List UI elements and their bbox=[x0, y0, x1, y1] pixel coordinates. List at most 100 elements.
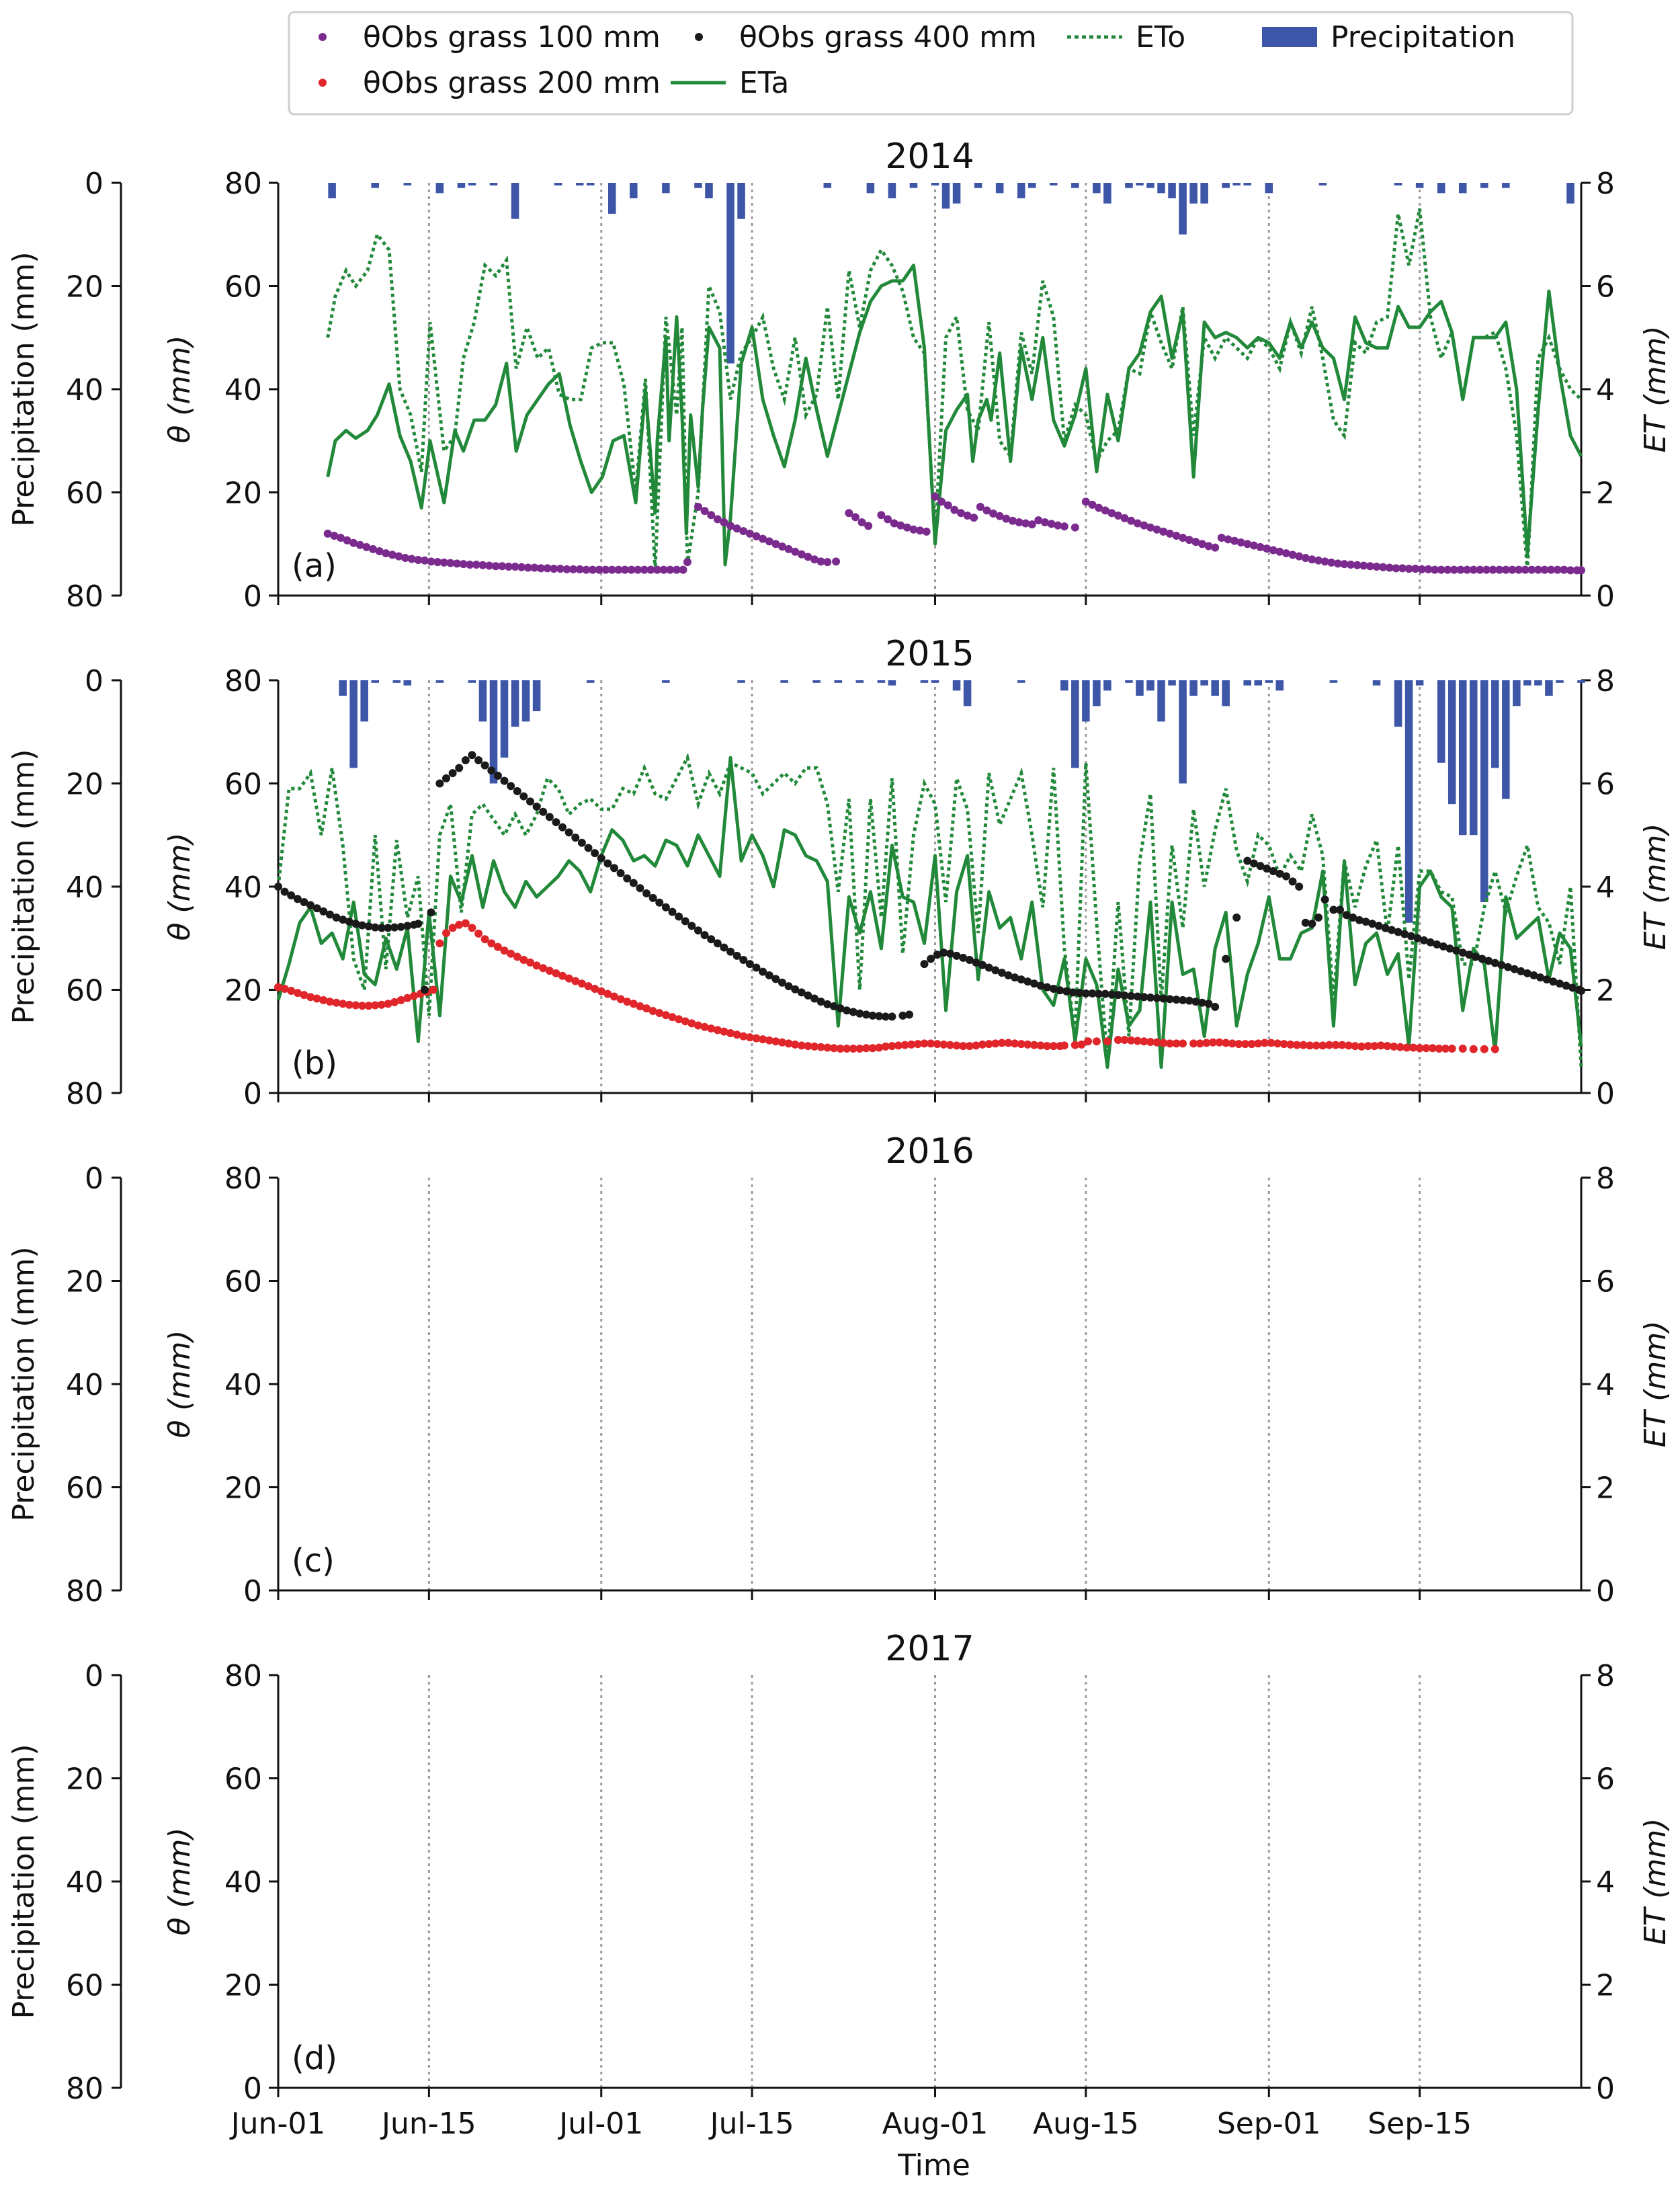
precip-bar bbox=[1136, 183, 1144, 186]
theta-point bbox=[1060, 1041, 1068, 1050]
theta-point bbox=[403, 994, 412, 1002]
theta-point bbox=[875, 1012, 884, 1020]
theta-point bbox=[369, 544, 378, 553]
legend-item-p200: θObs grass 200 mm bbox=[319, 66, 661, 100]
x-tick-label: Jun-15 bbox=[380, 2107, 476, 2141]
theta-point bbox=[965, 955, 974, 964]
theta-point bbox=[1368, 920, 1377, 928]
theta-point bbox=[864, 522, 873, 530]
precip-bar bbox=[1222, 680, 1230, 706]
theta-point bbox=[427, 908, 435, 917]
precip-tick-label: 60 bbox=[66, 974, 103, 1008]
theta-point bbox=[1224, 535, 1232, 544]
precip-tick-label: 40 bbox=[66, 1368, 103, 1402]
theta-point bbox=[700, 931, 709, 940]
theta-point bbox=[1497, 961, 1506, 969]
precip-tick-label: 40 bbox=[66, 1865, 103, 1900]
theta-point bbox=[312, 904, 321, 913]
theta-point bbox=[339, 916, 347, 924]
theta-point bbox=[1030, 1041, 1038, 1049]
theta-point bbox=[343, 536, 351, 544]
theta-point bbox=[487, 939, 496, 948]
theta-point bbox=[1301, 918, 1310, 927]
theta-point bbox=[1308, 920, 1316, 928]
theta-point bbox=[377, 924, 386, 932]
theta-point bbox=[778, 978, 786, 987]
theta-point bbox=[784, 982, 793, 991]
theta-tick-label: 80 bbox=[224, 1659, 262, 1693]
theta-point bbox=[330, 531, 339, 540]
theta-point bbox=[982, 506, 991, 515]
x-tick-label: Aug-15 bbox=[1033, 2107, 1139, 2141]
theta-point bbox=[1547, 565, 1556, 574]
theta-point bbox=[920, 1039, 929, 1048]
precip-bar bbox=[500, 680, 509, 758]
theta-tick-label: 80 bbox=[224, 167, 262, 201]
theta-point bbox=[752, 963, 761, 972]
theta-point bbox=[804, 1042, 812, 1051]
panel-tag: (a) bbox=[292, 547, 337, 585]
legend-label-eto: ETo bbox=[1136, 20, 1185, 54]
precip-bar bbox=[1534, 680, 1542, 686]
precip-bar bbox=[1523, 680, 1531, 686]
theta-point bbox=[1392, 564, 1400, 573]
theta-point bbox=[1288, 551, 1297, 559]
theta-point bbox=[627, 565, 636, 574]
et-tick-label: 8 bbox=[1596, 664, 1615, 698]
theta-tick-label: 20 bbox=[224, 477, 262, 511]
theta-point bbox=[532, 803, 541, 811]
et-tick-label: 6 bbox=[1596, 768, 1615, 802]
theta-point bbox=[898, 1011, 907, 1020]
theta-point bbox=[1458, 1044, 1467, 1053]
theta-point bbox=[646, 565, 655, 574]
theta-point bbox=[1450, 565, 1458, 574]
precip-bar bbox=[468, 183, 476, 186]
theta-point bbox=[461, 919, 470, 928]
theta-point bbox=[390, 998, 399, 1006]
precip-bar bbox=[952, 183, 961, 204]
theta-point bbox=[362, 542, 371, 551]
theta-point bbox=[1351, 1042, 1359, 1051]
theta-point bbox=[1267, 1039, 1275, 1047]
theta-point bbox=[396, 996, 405, 1004]
theta-point bbox=[679, 565, 687, 574]
theta-point bbox=[1023, 977, 1032, 986]
theta-point bbox=[1299, 1041, 1308, 1049]
theta-point bbox=[1306, 1041, 1314, 1050]
theta-point bbox=[1529, 971, 1538, 980]
theta-point bbox=[526, 958, 534, 967]
theta-point bbox=[1243, 856, 1252, 865]
theta-point bbox=[1088, 989, 1097, 998]
precip-bar bbox=[1050, 183, 1058, 186]
theta-point bbox=[661, 1011, 670, 1020]
precip-bar bbox=[468, 680, 476, 683]
theta-point bbox=[946, 1041, 954, 1049]
theta-point bbox=[575, 565, 584, 573]
theta-point bbox=[845, 509, 853, 518]
theta-point bbox=[1179, 996, 1187, 1004]
theta-point bbox=[1490, 1045, 1499, 1053]
theta-point bbox=[765, 971, 773, 980]
legend-item-eta: ETa bbox=[671, 66, 789, 100]
theta-point bbox=[1342, 911, 1351, 920]
theta-point bbox=[382, 549, 390, 558]
theta-point bbox=[655, 898, 664, 907]
theta-point bbox=[500, 946, 509, 955]
theta-point bbox=[683, 558, 691, 567]
theta-point bbox=[1095, 503, 1103, 512]
precip-bar bbox=[1168, 680, 1176, 686]
theta-point bbox=[511, 563, 519, 571]
theta-point bbox=[537, 564, 546, 573]
theta-point bbox=[498, 562, 507, 571]
theta-point bbox=[732, 1030, 741, 1039]
precip-tick-label: 20 bbox=[66, 1762, 103, 1797]
theta-point bbox=[989, 509, 998, 518]
theta-point bbox=[888, 1012, 896, 1021]
theta-point bbox=[1127, 1036, 1136, 1045]
theta-point bbox=[1011, 973, 1019, 982]
theta-tick-label: 20 bbox=[224, 1969, 262, 2003]
theta-point bbox=[558, 823, 567, 832]
theta-point bbox=[414, 920, 423, 928]
theta-point bbox=[816, 557, 825, 566]
